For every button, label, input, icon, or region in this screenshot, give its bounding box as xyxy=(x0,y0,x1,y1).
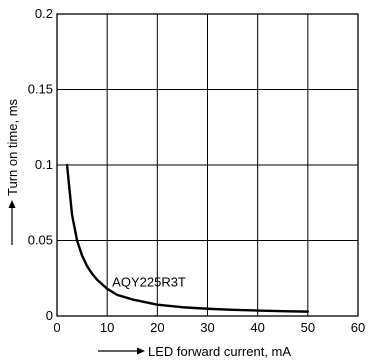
y-axis-ticks: 0 0.05 0.1 0.15 0.2 xyxy=(28,6,53,323)
y-axis-label: Turn on time, ms xyxy=(5,98,20,196)
series-line xyxy=(65,163,310,313)
x-tick-label: 0 xyxy=(53,320,60,335)
y-tick-label: 0 xyxy=(46,308,53,323)
y-tick-label: 0.05 xyxy=(28,233,53,248)
y-tick-label: 0.15 xyxy=(28,82,53,97)
x-tick-label: 40 xyxy=(250,320,264,335)
grid xyxy=(57,14,358,316)
y-tick-label: 0.2 xyxy=(35,6,53,21)
series-layer xyxy=(65,163,310,313)
x-tick-label: 60 xyxy=(351,320,365,335)
annotations: AQY225R3T xyxy=(112,275,186,290)
x-tick-label: 30 xyxy=(200,320,214,335)
x-axis-label-group: LED forward current, mA xyxy=(98,344,291,359)
series-annotation: AQY225R3T xyxy=(112,275,186,290)
x-tick-label: 20 xyxy=(150,320,164,335)
plot-frame xyxy=(56,13,359,317)
x-axis-arrow-head xyxy=(137,347,145,355)
y-tick-label: 0.1 xyxy=(35,157,53,172)
x-tick-label: 50 xyxy=(301,320,315,335)
y-axis-label-group: Turn on time, ms xyxy=(5,98,20,245)
x-tick-label: 10 xyxy=(100,320,114,335)
x-axis-ticks: 0 10 20 30 40 50 60 xyxy=(53,320,365,335)
y-axis-arrow-head xyxy=(8,200,16,208)
x-axis-label: LED forward current, mA xyxy=(148,344,291,359)
